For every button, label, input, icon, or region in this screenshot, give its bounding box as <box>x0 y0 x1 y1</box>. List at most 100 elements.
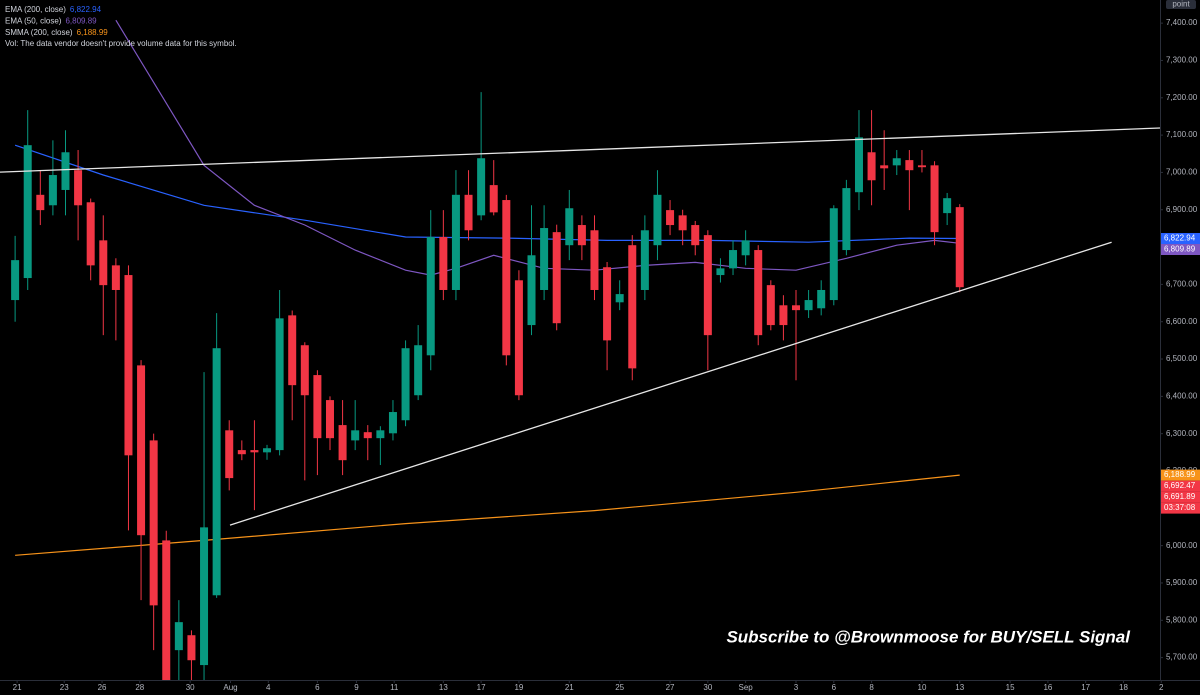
candle-body <box>691 225 700 246</box>
x-tick-label: 23 <box>60 683 69 692</box>
candle-body <box>666 210 675 226</box>
x-tick-label: 17 <box>477 683 486 692</box>
x-tick-label: 10 <box>918 683 927 692</box>
candle-body <box>351 430 360 441</box>
candle <box>653 170 662 261</box>
candle-body <box>590 230 599 290</box>
candle <box>603 261 612 371</box>
candle-body <box>716 268 725 276</box>
candle-body <box>23 145 32 279</box>
candle <box>300 342 309 481</box>
x-tick-label: 28 <box>135 683 144 692</box>
plot-area <box>0 19 1160 680</box>
candle <box>11 235 20 322</box>
candle-body <box>187 635 196 661</box>
candle-body <box>363 432 372 439</box>
watermark: Subscribe to @Brownmoose for BUY/SELL Si… <box>726 627 1131 646</box>
candle-body <box>388 412 397 434</box>
x-tick-label: 13 <box>955 683 964 692</box>
candle-body <box>376 430 385 439</box>
y-tick-label: 6,000.00 <box>1166 541 1198 550</box>
candle <box>817 280 826 316</box>
price-badge-label: 6,692.47 <box>1164 481 1196 490</box>
candle-body <box>653 194 662 246</box>
candle <box>943 192 952 226</box>
candle-body <box>313 375 322 439</box>
scale-button-label[interactable]: point <box>1172 0 1190 9</box>
candle-body <box>174 622 183 651</box>
y-tick-label: 7,200.00 <box>1166 93 1198 102</box>
y-tick-label: 6,900.00 <box>1166 205 1198 214</box>
x-tick-label: 13 <box>439 683 448 692</box>
price-badge-label: 6,822.94 <box>1164 234 1196 243</box>
candle <box>99 215 108 336</box>
legend-value: 6,809.89 <box>65 17 97 26</box>
x-tick-label: 26 <box>98 683 107 692</box>
x-tick-label: 30 <box>703 683 712 692</box>
legend-entry: EMA (200, close) 6,822.94 <box>5 5 102 14</box>
candle <box>729 240 738 276</box>
candle <box>640 215 649 301</box>
candle-body <box>565 208 574 246</box>
candle <box>955 204 964 293</box>
candle-body <box>552 232 561 324</box>
candle-body <box>124 275 133 456</box>
candle-body <box>61 152 70 190</box>
candle-body <box>930 165 939 233</box>
candle <box>754 245 763 346</box>
candle-body <box>892 158 901 166</box>
candle-body <box>11 260 20 301</box>
candle <box>829 205 838 306</box>
candle <box>338 400 347 476</box>
x-tick-label: Sep <box>739 683 754 692</box>
candle <box>61 130 70 216</box>
candle-body <box>414 345 423 396</box>
candle-body <box>615 294 624 303</box>
candle <box>288 310 297 421</box>
candle-body <box>149 440 158 606</box>
scale-button[interactable] <box>1166 0 1196 9</box>
candle-body <box>451 194 460 290</box>
candle <box>716 258 725 283</box>
x-tick-label: 4 <box>266 683 271 692</box>
candle <box>464 170 473 241</box>
y-tick-label: 6,700.00 <box>1166 280 1198 289</box>
candle <box>414 325 423 401</box>
candle-body <box>678 215 687 231</box>
x-tick-label: 25 <box>615 683 624 692</box>
candle-body <box>338 425 347 461</box>
legend-name: EMA (50, close) <box>5 17 62 26</box>
candle <box>439 210 448 301</box>
y-tick-label: 6,300.00 <box>1166 429 1198 438</box>
y-tick-label: 5,800.00 <box>1166 615 1198 624</box>
x-tick-label: 11 <box>390 683 399 692</box>
candle <box>363 425 372 461</box>
candle-body <box>640 230 649 290</box>
candle <box>36 170 45 226</box>
candle-body <box>111 265 120 290</box>
candle-body <box>426 236 435 356</box>
price-badge <box>1161 480 1200 492</box>
candle <box>376 426 385 466</box>
candle <box>86 198 95 281</box>
candle <box>691 220 700 256</box>
candle <box>703 230 712 371</box>
x-tick-label: 19 <box>514 683 523 692</box>
legend-name: SMMA (200, close) <box>5 28 73 37</box>
trend-line <box>229 241 1112 526</box>
indicator-line <box>15 474 960 556</box>
candle-body <box>200 527 209 666</box>
candle-body <box>502 200 511 356</box>
candle-body <box>527 255 536 326</box>
legend-name: EMA (200, close) <box>5 5 66 14</box>
candle-body <box>489 185 498 213</box>
x-tick-label: 15 <box>1006 683 1015 692</box>
candle <box>187 630 196 680</box>
candle-body <box>817 289 826 309</box>
candle-body <box>741 240 750 256</box>
countdown: 03:37:08 <box>1164 503 1196 512</box>
candle <box>905 150 914 211</box>
candle <box>854 110 863 211</box>
candle <box>577 215 586 261</box>
